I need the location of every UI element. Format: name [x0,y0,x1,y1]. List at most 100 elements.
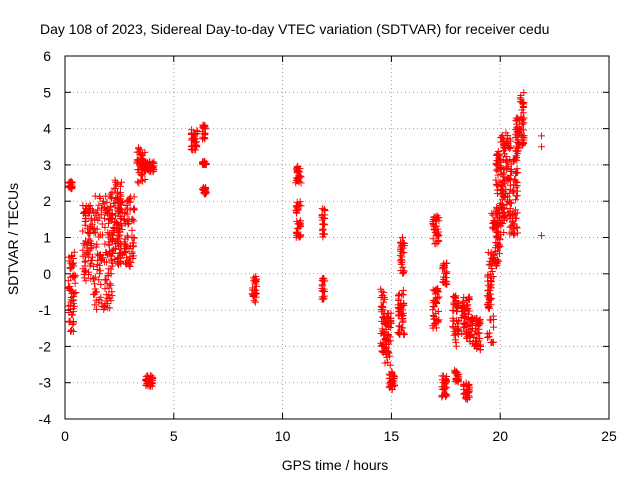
data-point [105,240,113,248]
data-point [104,229,112,237]
data-point [395,308,403,316]
data-point [82,212,90,220]
data-point [251,298,259,306]
data-point [452,297,460,305]
data-point [513,153,521,161]
data-point [70,271,78,279]
data-point [79,201,87,209]
data-point [68,262,76,270]
data-point [429,235,437,243]
data-point [148,372,156,380]
data-point [111,185,119,193]
data-point [501,180,509,188]
data-point [105,241,113,249]
data-point [461,304,469,312]
data-point [429,296,437,304]
data-point [103,280,111,288]
data-point [129,239,137,247]
data-point [135,169,143,177]
x-tick-label: 20 [492,428,508,444]
data-point [398,234,406,242]
data-point [319,287,327,295]
data-point [390,375,398,383]
data-point [518,106,526,114]
data-point [86,206,94,214]
data-point [468,314,476,322]
data-point [486,329,494,337]
data-point [95,233,103,241]
data-point [514,149,522,157]
data-point [499,135,507,143]
data-point [487,270,495,278]
data-point [397,255,405,263]
data-point [318,211,326,219]
data-point [538,232,546,240]
data-point [100,303,108,311]
data-point [449,306,457,314]
data-point [252,275,260,283]
data-point [67,327,75,335]
data-point [430,303,438,311]
data-point [380,288,388,296]
grid-lines [65,56,609,419]
data-point [64,302,72,310]
data-point [107,265,115,273]
data-point [91,301,99,309]
data-point [116,231,124,239]
data-point [126,194,134,202]
data-point [513,224,521,232]
data-point [130,204,138,212]
data-point [473,329,481,337]
data-point [107,257,115,265]
data-point [96,194,104,202]
data-point [513,178,521,186]
data-point [399,318,407,326]
data-point [69,293,77,301]
data-point [200,158,208,166]
data-point [434,318,442,326]
data-point [117,215,125,223]
data-point [486,296,494,304]
data-point [429,286,437,294]
data-point [108,288,116,296]
data-point [453,326,461,334]
data-point [492,247,500,255]
data-point [134,178,142,186]
data-point [107,281,115,289]
data-point [386,337,394,345]
data-point [91,216,99,224]
data-point [68,184,76,192]
data-point [500,140,508,148]
data-point [93,305,101,313]
data-point [451,336,459,344]
data-point [520,114,528,122]
data-point [492,166,500,174]
data-point [454,370,462,378]
data-point [506,215,514,223]
data-point [385,310,393,318]
y-tick-label: -2 [39,338,52,354]
y-tick-label: -4 [39,411,52,427]
data-point [500,208,508,216]
data-point [93,240,101,248]
data-point [464,301,472,309]
data-point [454,325,462,333]
data-point [82,268,90,276]
data-point [511,206,519,214]
data-point [466,332,474,340]
data-point [517,91,525,99]
data-point [442,277,450,285]
data-point [69,255,77,263]
data-point [120,249,128,257]
data-point [452,367,460,375]
data-point [465,388,473,396]
data-point [79,227,87,235]
data-point [450,331,458,339]
data-point [93,266,101,274]
data-point [198,128,206,136]
data-point [452,375,460,383]
data-point [435,237,443,245]
data-point [126,206,134,214]
data-point [117,178,125,186]
data-point [465,296,473,304]
